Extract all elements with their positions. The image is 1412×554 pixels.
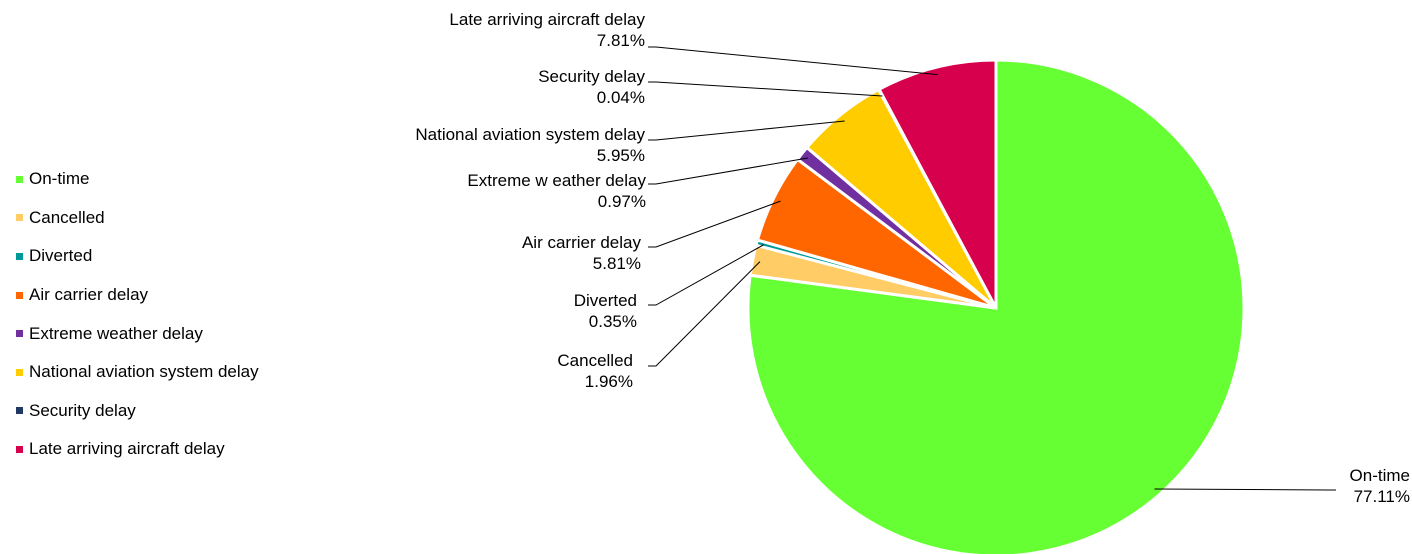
legend-item-diverted: Diverted xyxy=(16,237,259,276)
legend-item-security-delay: Security delay xyxy=(16,392,259,431)
legend-item-national-aviation-system-delay: National aviation system delay xyxy=(16,353,259,392)
slice-value-security-delay: 0.04% xyxy=(597,88,645,107)
leader-line-national-aviation-system-delay xyxy=(648,120,845,141)
slice-label-security-delay: Security delay xyxy=(538,67,645,86)
pie-slice-late-arriving-aircraft-delay xyxy=(877,58,998,309)
slice-value-air-carrier-delay: 5.81% xyxy=(593,254,641,273)
leader-line-cancelled xyxy=(648,261,761,367)
legend-label-diverted: Diverted xyxy=(29,246,93,266)
legend-item-extreme-weather-delay: Extreme weather delay xyxy=(16,314,259,353)
legend-marker-security-delay xyxy=(16,407,23,415)
legend-label-extreme-weather-delay: Extreme weather delay xyxy=(29,323,203,343)
legend-marker-diverted xyxy=(16,252,23,260)
slice-label-on-time: On-time xyxy=(1350,466,1410,485)
chart-legend: On-time Cancelled Diverted Air carrier d… xyxy=(16,160,259,469)
legend-item-air-carrier-delay: Air carrier delay xyxy=(16,276,259,315)
leader-line-extreme-weather-delay xyxy=(648,157,809,185)
slice-value-extreme-weather-delay: 0.97% xyxy=(598,192,646,211)
legend-label-air-carrier-delay: Air carrier delay xyxy=(29,285,149,305)
slice-value-diverted: 0.35% xyxy=(589,312,637,331)
leader-line-diverted xyxy=(648,244,765,306)
leader-line-late-arriving-aircraft-delay xyxy=(648,46,938,76)
legend-label-security-delay: Security delay xyxy=(29,400,136,420)
legend-label-cancelled: Cancelled xyxy=(29,207,105,227)
slice-value-national-aviation-system-delay: 5.95% xyxy=(597,146,645,165)
legend-item-late-arriving-aircraft-delay: Late arriving aircraft delay xyxy=(16,430,259,469)
legend-item-on-time: On-time xyxy=(16,160,259,199)
legend-label-national-aviation-system-delay: National aviation system delay xyxy=(29,362,259,382)
legend-item-cancelled: Cancelled xyxy=(16,199,259,238)
slice-value-late-arriving-aircraft-delay: 7.81% xyxy=(597,31,645,50)
legend-marker-air-carrier-delay xyxy=(16,291,23,299)
slice-value-cancelled: 1.96% xyxy=(585,372,633,391)
slice-label-air-carrier-delay: Air carrier delay xyxy=(522,233,642,252)
legend-marker-national-aviation-system-delay xyxy=(16,368,23,376)
slice-value-on-time: 77.11% xyxy=(1354,487,1410,506)
slice-label-diverted: Diverted xyxy=(574,291,637,310)
slice-label-cancelled: Cancelled xyxy=(557,351,633,370)
leader-line-air-carrier-delay xyxy=(648,200,781,248)
leader-line-on-time xyxy=(1154,488,1336,491)
legend-marker-on-time xyxy=(16,175,23,183)
legend-label-late-arriving-aircraft-delay: Late arriving aircraft delay xyxy=(29,439,225,459)
slice-label-late-arriving-aircraft-delay: Late arriving aircraft delay xyxy=(449,10,645,29)
leader-line-security-delay xyxy=(648,81,883,97)
slice-label-extreme-weather-delay: Extreme w eather delay xyxy=(467,171,646,190)
legend-marker-late-arriving-aircraft-delay xyxy=(16,445,23,453)
legend-marker-extreme-weather-delay xyxy=(16,330,23,338)
legend-marker-cancelled xyxy=(16,214,23,222)
slice-label-national-aviation-system-delay: National aviation system delay xyxy=(415,125,645,144)
legend-label-on-time: On-time xyxy=(29,169,90,189)
